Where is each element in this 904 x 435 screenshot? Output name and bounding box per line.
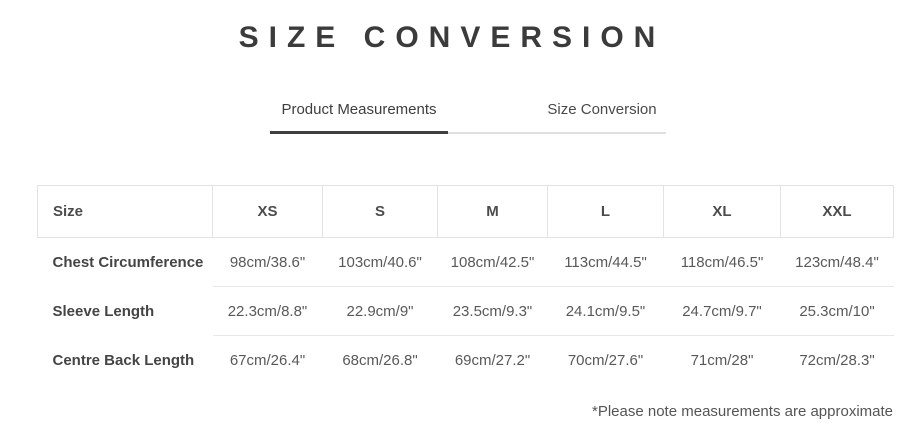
row-label: Centre Back Length	[52, 351, 195, 369]
header-cell-size: Size	[37, 185, 213, 238]
cell: 22.3cm/8.8"	[212, 286, 323, 336]
header-cell-m: M	[437, 185, 548, 238]
cell: 24.7cm/9.7"	[663, 286, 781, 336]
cell: 72cm/28.3"	[799, 351, 875, 369]
cell: 25.3cm/10"	[780, 286, 894, 336]
table-row-chest-circumference: Chest Circumference 98cm/38.6" 103cm/40.…	[38, 237, 894, 287]
cell: 71cm/28"	[690, 351, 754, 369]
cell: 98cm/38.6"	[212, 237, 323, 287]
table-row-sleeve-length: Sleeve Length 22.3cm/8.8" 22.9cm/9" 23.5…	[38, 286, 894, 336]
size-table-header: Size XS S M L XL XXL	[37, 185, 894, 238]
page-title: SIZE CONVERSION	[238, 21, 666, 54]
size-conversion-page: SIZE CONVERSION Product Measurements Siz…	[0, 0, 904, 420]
cell: 23.5cm/9.3"	[437, 286, 548, 336]
header-cell-xl: XL	[663, 185, 781, 238]
table-row-centre-back-length: Centre Back Length 67cm/26.4" 68cm/26.8"…	[38, 336, 894, 385]
cell: 70cm/27.6"	[567, 351, 644, 369]
header-cell-s: S	[322, 185, 438, 238]
cell: 68cm/26.8"	[342, 351, 418, 369]
cell: 108cm/42.5"	[437, 237, 548, 287]
tab-bar: Product Measurements Size Conversion	[270, 101, 666, 134]
cell: 24.1cm/9.5"	[547, 286, 664, 336]
cell: 123cm/48.4"	[780, 237, 894, 287]
cell: 118cm/46.5"	[663, 237, 781, 287]
header-cell-xs: XS	[212, 185, 323, 238]
cell: 113cm/44.5"	[547, 237, 664, 287]
tab-size-conversion[interactable]: Size Conversion	[448, 101, 666, 134]
footnote: *Please note measurements are approximat…	[592, 403, 893, 420]
size-table: Size XS S M L XL XXL Chest Circumference…	[37, 185, 894, 385]
size-table-body: Chest Circumference 98cm/38.6" 103cm/40.…	[38, 237, 894, 385]
header-cell-xxl: XXL	[780, 185, 894, 238]
header-cell-l: L	[547, 185, 664, 238]
cell: 103cm/40.6"	[322, 237, 438, 287]
row-label: Chest Circumference	[52, 253, 204, 271]
header-row: Size XS S M L XL XXL	[37, 185, 894, 238]
tab-product-measurements[interactable]: Product Measurements	[270, 101, 448, 134]
cell: 67cm/26.4"	[229, 351, 306, 369]
cell: 69cm/27.2"	[454, 351, 531, 369]
row-label: Sleeve Length	[52, 302, 155, 320]
cell: 22.9cm/9"	[322, 286, 438, 336]
